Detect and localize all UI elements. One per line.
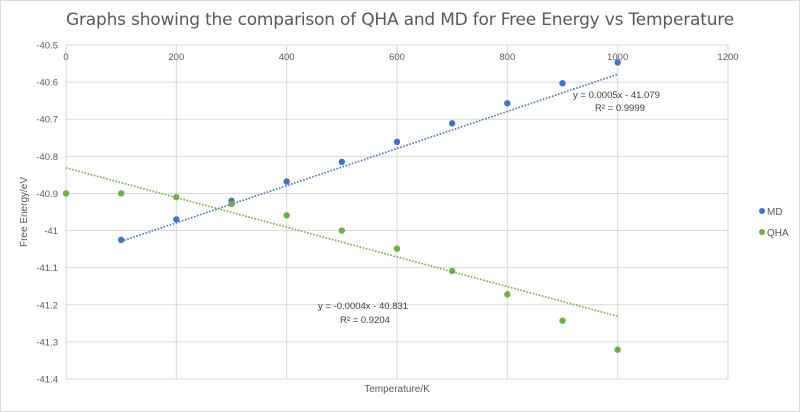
qha-data-point bbox=[504, 291, 511, 298]
trendlines bbox=[65, 73, 618, 318]
y-tick-label: -40.6 bbox=[36, 78, 58, 89]
y-axis-label: Free Energy/eV bbox=[19, 177, 30, 247]
y-tick-label: -40.9 bbox=[36, 189, 58, 200]
md-trendline-r2: R² = 0.9999 bbox=[595, 103, 645, 114]
qha-data-point bbox=[173, 193, 180, 201]
qha-trendline-r2: R² = 0.9204 bbox=[340, 315, 390, 326]
y-tick-label: -40.8 bbox=[36, 152, 58, 163]
md-data-point bbox=[173, 216, 180, 223]
qha-trendline bbox=[65, 167, 618, 318]
y-tick-label: -41.1 bbox=[36, 263, 58, 274]
qha-data-point bbox=[117, 190, 125, 197]
legend-marker-qha bbox=[759, 229, 765, 235]
x-tick-label: 800 bbox=[499, 52, 515, 63]
x-tick-label: 200 bbox=[168, 52, 184, 63]
qha-data-point bbox=[393, 245, 401, 252]
md-data-point bbox=[504, 100, 511, 107]
y-tick-label: -41.4 bbox=[36, 375, 58, 386]
y-tick-label: -41 bbox=[44, 226, 58, 237]
qha-data-point bbox=[338, 227, 346, 234]
qha-data-point bbox=[283, 212, 290, 219]
md-trendline-equation: y = 0.0005x - 41.079 bbox=[573, 90, 660, 101]
y-tick-label: -41.3 bbox=[36, 337, 58, 348]
data-points bbox=[62, 59, 621, 353]
y-tick-label: -40.5 bbox=[36, 41, 58, 52]
x-tick-label: 1200 bbox=[717, 52, 738, 63]
x-axis-label: Temperature/K bbox=[364, 384, 430, 395]
qha-data-point bbox=[614, 346, 621, 353]
qha-data-point bbox=[448, 267, 456, 275]
md-data-point bbox=[338, 158, 346, 166]
y-tick-label: -40.7 bbox=[36, 115, 58, 126]
x-tick-label: 0 bbox=[63, 52, 68, 63]
gridlines bbox=[65, 44, 729, 380]
md-data-point bbox=[117, 236, 125, 244]
qha-trendline-equation: y = -0.0004x - 40.831 bbox=[318, 301, 408, 312]
md-data-point bbox=[559, 80, 566, 87]
md-data-point bbox=[614, 59, 621, 66]
md-data-point bbox=[448, 120, 456, 127]
legend-label-qha: QHA bbox=[767, 228, 789, 239]
x-tick-label: 600 bbox=[389, 52, 405, 63]
legend-label-md: MD bbox=[767, 207, 783, 218]
x-tick-label: 1000 bbox=[607, 52, 628, 63]
legend-marker-md bbox=[759, 208, 765, 214]
chart-title: Graphs showing the comparison of QHA and… bbox=[66, 10, 734, 30]
md-data-point bbox=[283, 178, 290, 185]
qha-data-point bbox=[62, 190, 70, 197]
md-data-point bbox=[393, 138, 401, 146]
legend: MD QHA bbox=[759, 207, 789, 239]
y-tick-label: -41.2 bbox=[36, 300, 58, 311]
trendline-annotations: y = 0.0005x - 41.079 R² = 0.9999 y = -0.… bbox=[318, 90, 660, 326]
qha-data-point bbox=[559, 317, 566, 324]
md-trendline bbox=[120, 73, 618, 243]
qha-data-point bbox=[228, 200, 235, 208]
x-tick-label: 400 bbox=[279, 52, 295, 63]
tick-labels: -40.5 -40.6 -40.7 -40.8 -40.9 -41 -41.1 -41.2 -4… bbox=[36, 41, 738, 386]
